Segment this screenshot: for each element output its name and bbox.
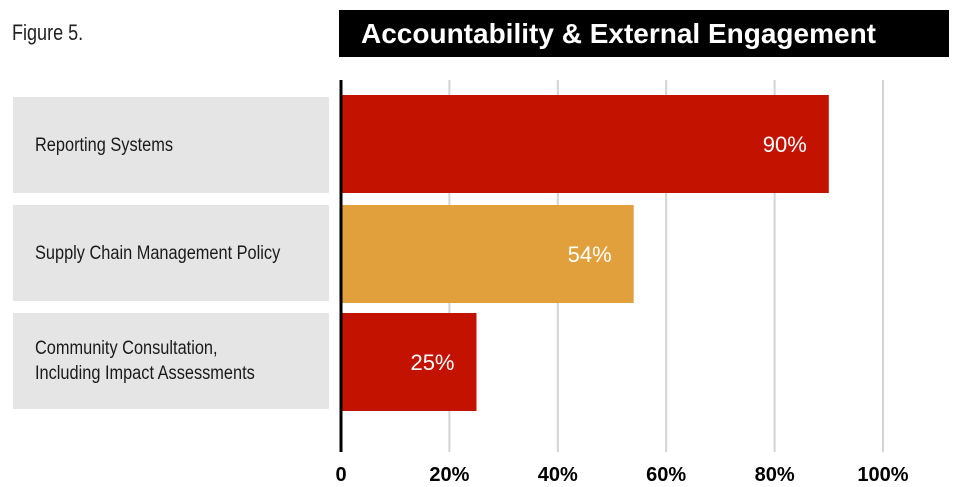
x-tick-label: 100% xyxy=(857,464,908,486)
bar-value-label: 54% xyxy=(568,242,612,267)
bar xyxy=(341,205,634,303)
category-label: Supply Chain Management Policy xyxy=(35,242,281,264)
category-box-reporting-systems: Reporting Systems xyxy=(13,97,329,193)
category-box-supply-chain: Supply Chain Management Policy xyxy=(13,205,329,301)
x-tick-label: 80% xyxy=(755,464,795,486)
x-tick-label: 0 xyxy=(335,464,346,486)
bar-value-label: 25% xyxy=(410,350,454,375)
figure-label: Figure 5. xyxy=(12,20,84,45)
bar-value-label: 90% xyxy=(763,132,807,157)
category-label: Community Consultation, Including Impact… xyxy=(35,338,255,384)
x-tick-label: 20% xyxy=(429,464,469,486)
category-box-community-consultation: Community Consultation, Including Impact… xyxy=(13,313,329,409)
category-label: Reporting Systems xyxy=(35,134,174,156)
x-tick-label: 40% xyxy=(538,464,578,486)
bar xyxy=(341,313,477,411)
chart-title: Accountability & External Engagement xyxy=(339,10,949,57)
bar xyxy=(341,95,829,193)
x-tick-label: 60% xyxy=(646,464,686,486)
